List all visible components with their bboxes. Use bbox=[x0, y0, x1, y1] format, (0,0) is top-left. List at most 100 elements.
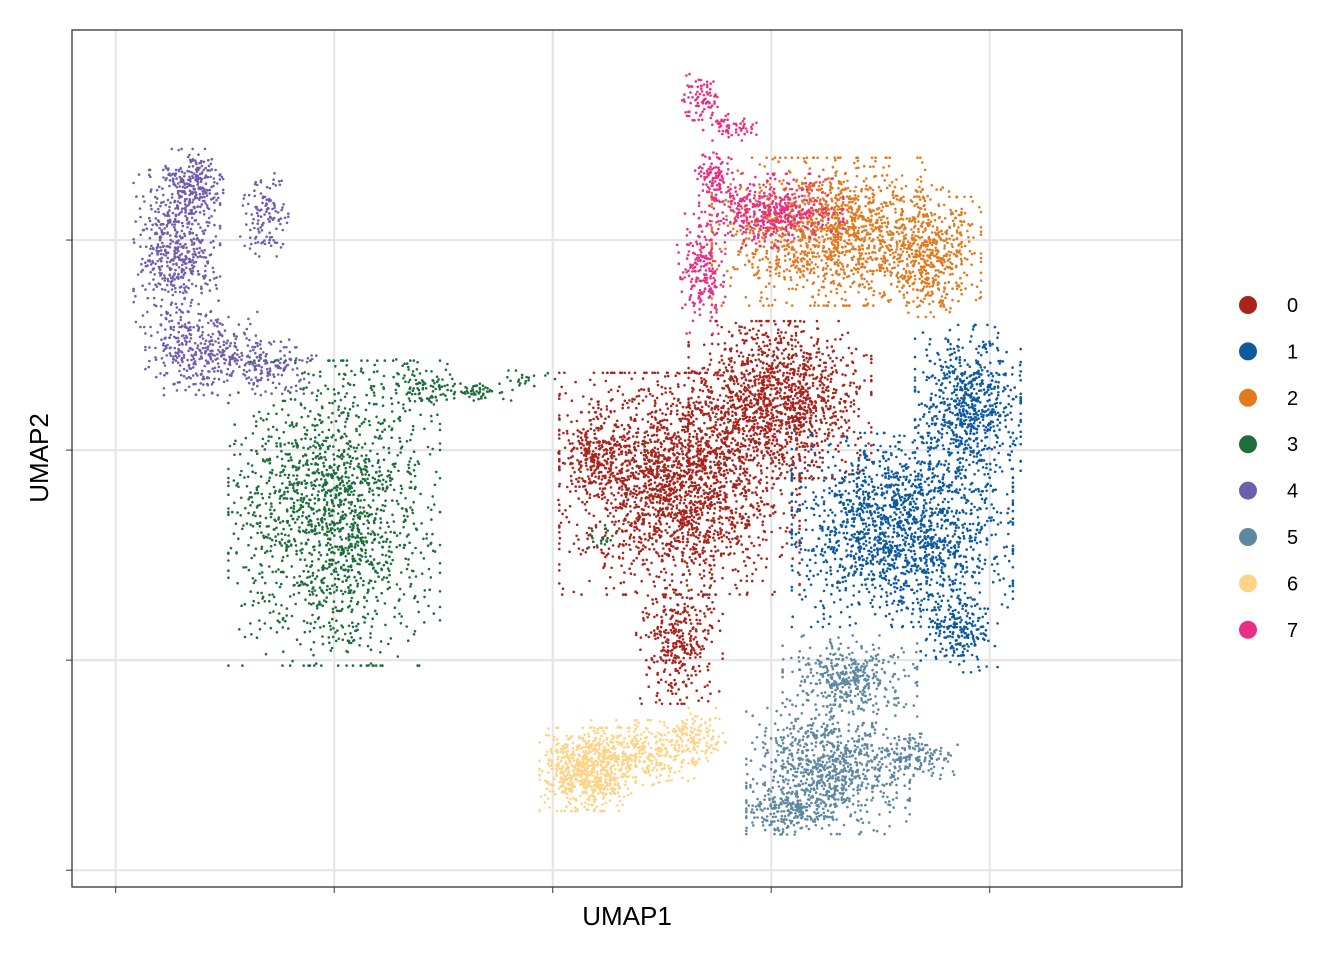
cell-point bbox=[669, 387, 672, 390]
cell-point bbox=[897, 604, 900, 607]
cell-point bbox=[750, 435, 753, 438]
cell-point bbox=[668, 623, 671, 626]
cell-point bbox=[810, 626, 813, 629]
cell-point bbox=[957, 543, 960, 546]
cell-point bbox=[705, 558, 708, 561]
cell-point bbox=[832, 412, 835, 415]
cell-point bbox=[707, 534, 710, 537]
cell-point bbox=[791, 468, 794, 471]
cell-point bbox=[595, 447, 598, 450]
cell-point bbox=[629, 510, 632, 513]
cell-point bbox=[653, 513, 656, 516]
cell-point bbox=[651, 459, 654, 462]
cell-point bbox=[846, 606, 849, 609]
cell-point bbox=[659, 517, 662, 520]
cell-point bbox=[727, 396, 730, 399]
cell-point bbox=[705, 403, 708, 406]
cell-point bbox=[968, 488, 971, 491]
cell-point bbox=[619, 436, 622, 439]
cell-point bbox=[817, 477, 820, 480]
cell-point bbox=[707, 477, 710, 480]
cell-point bbox=[947, 608, 950, 611]
cell-point bbox=[647, 452, 650, 455]
cell-point bbox=[832, 396, 835, 399]
cell-point bbox=[736, 541, 739, 544]
cell-point bbox=[691, 412, 694, 415]
cell-point bbox=[686, 430, 689, 433]
cell-point bbox=[690, 674, 693, 677]
cell-point bbox=[813, 464, 816, 467]
cell-point bbox=[984, 563, 987, 566]
cell-point bbox=[706, 385, 709, 388]
cell-point bbox=[761, 500, 764, 503]
cell-point bbox=[815, 495, 818, 498]
cell-point bbox=[645, 659, 648, 662]
cell-point bbox=[777, 348, 780, 351]
cell-point bbox=[844, 393, 847, 396]
cell-point bbox=[779, 555, 782, 558]
cell-point bbox=[884, 518, 887, 521]
cell-point bbox=[729, 468, 732, 471]
cell-point bbox=[701, 478, 704, 481]
cell-point bbox=[665, 659, 668, 662]
cell-point bbox=[798, 504, 801, 507]
cell-point bbox=[746, 580, 749, 583]
cell-point bbox=[788, 465, 791, 468]
cell-point bbox=[739, 473, 742, 476]
cell-point bbox=[670, 437, 673, 440]
cell-point bbox=[913, 560, 916, 563]
cell-point bbox=[870, 355, 873, 358]
cell-point bbox=[758, 358, 761, 361]
cell-point bbox=[855, 386, 858, 389]
cell-point bbox=[825, 572, 828, 575]
cell-point bbox=[793, 428, 796, 431]
cell-point bbox=[746, 471, 749, 474]
cell-point bbox=[621, 407, 624, 410]
cell-point bbox=[727, 413, 730, 416]
cell-point bbox=[681, 417, 684, 420]
cell-point bbox=[801, 558, 804, 561]
cell-point bbox=[706, 684, 709, 687]
cell-point bbox=[593, 495, 596, 498]
cell-point bbox=[815, 432, 818, 435]
cell-point bbox=[660, 626, 663, 629]
cell-point bbox=[724, 500, 727, 503]
cell-point bbox=[837, 444, 840, 447]
cell-point bbox=[853, 410, 856, 413]
cell-point bbox=[719, 456, 722, 459]
cell-point bbox=[761, 427, 764, 430]
cell-point bbox=[962, 532, 965, 535]
cell-point bbox=[784, 392, 787, 395]
cell-point bbox=[558, 433, 561, 436]
cell-point bbox=[838, 402, 841, 405]
cell-point bbox=[737, 477, 740, 480]
cell-point bbox=[618, 520, 621, 523]
cell-point bbox=[663, 474, 666, 477]
cell-point bbox=[756, 464, 759, 467]
cell-point bbox=[603, 453, 606, 456]
cell-point bbox=[796, 419, 799, 422]
cell-point bbox=[604, 417, 607, 420]
cell-point bbox=[877, 449, 880, 452]
cell-point bbox=[771, 487, 774, 490]
cell-point bbox=[578, 547, 581, 550]
cell-point bbox=[580, 553, 583, 556]
cell-point bbox=[786, 433, 789, 436]
cell-point bbox=[696, 438, 699, 441]
cell-point bbox=[625, 514, 628, 517]
cell-point bbox=[743, 382, 746, 385]
cell-point bbox=[675, 459, 678, 462]
cell-point bbox=[735, 444, 738, 447]
cell-point bbox=[648, 532, 651, 535]
cell-point bbox=[696, 622, 699, 625]
cell-point bbox=[632, 435, 635, 438]
cell-point bbox=[699, 652, 702, 655]
cell-point bbox=[672, 645, 675, 648]
cell-point bbox=[585, 462, 588, 465]
cell-point bbox=[892, 473, 895, 476]
cell-point bbox=[654, 399, 657, 402]
cell-point bbox=[625, 543, 628, 546]
cell-point bbox=[784, 380, 787, 383]
cell-point bbox=[757, 349, 760, 352]
cell-point bbox=[925, 502, 928, 505]
